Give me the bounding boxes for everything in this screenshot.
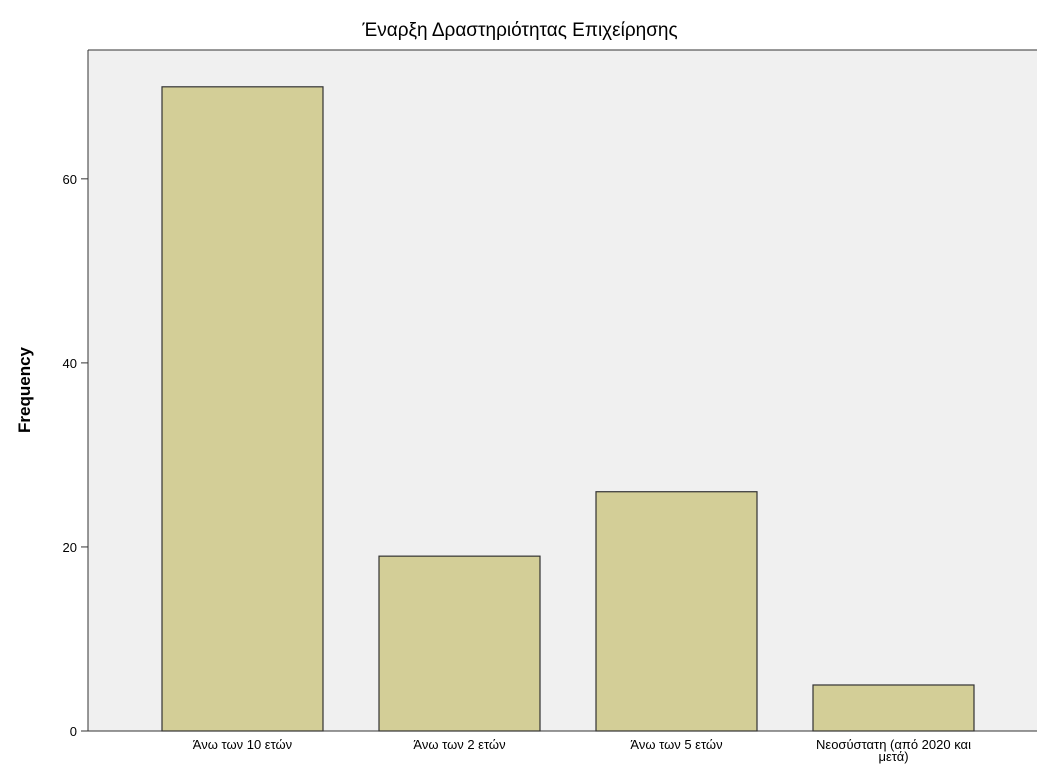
chart-title: Έναρξη Δραστηριότητας Επιχείρησης xyxy=(361,20,677,41)
bar xyxy=(595,491,758,732)
bar xyxy=(812,684,975,732)
x-tick-label: Άνω των 5 ετών xyxy=(630,737,723,752)
x-tick-label: Νεοσύστατη (από 2020 και μετά) xyxy=(816,737,971,764)
bar xyxy=(378,555,541,732)
y-tick-label: 20 xyxy=(63,540,77,555)
y-tick-label: 60 xyxy=(63,172,77,187)
x-tick-label: Άνω των 2 ετών xyxy=(413,737,506,752)
y-tick-label: 0 xyxy=(70,724,77,739)
y-tick-label: 40 xyxy=(63,356,77,371)
y-axis-label: Frequency xyxy=(15,346,34,433)
bar xyxy=(161,86,324,732)
x-tick-label: Άνω των 10 ετών xyxy=(192,737,293,752)
